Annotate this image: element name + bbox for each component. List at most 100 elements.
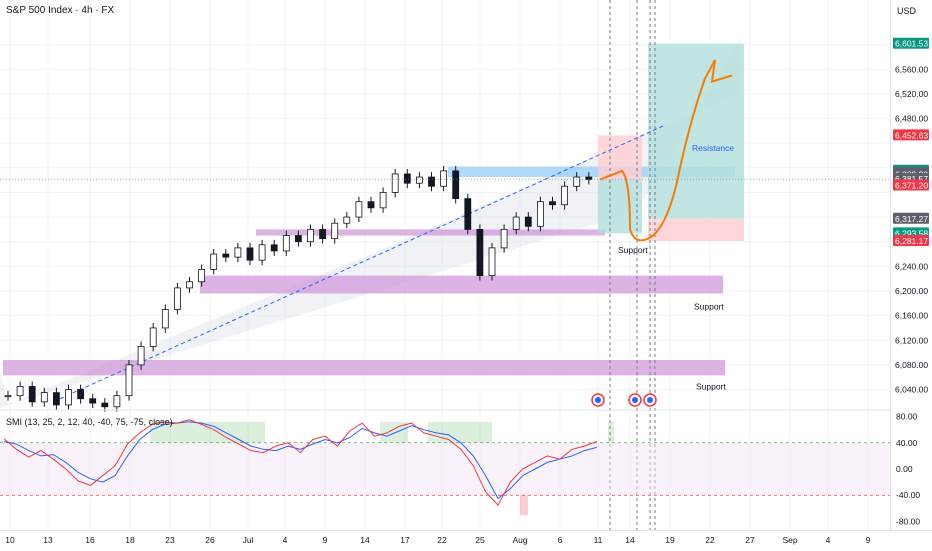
- candle-body: [16, 386, 24, 397]
- time-tick-label: 22: [705, 535, 715, 545]
- candle-body: [561, 185, 568, 206]
- candle-body: [391, 173, 399, 193]
- time-tick-label: 13: [43, 535, 53, 545]
- zone-support-1: [256, 229, 605, 236]
- time-tick-label: 4: [283, 535, 288, 545]
- price-tick-label: 6,240.00: [895, 261, 928, 271]
- candle-body: [585, 176, 593, 180]
- candle-body: [186, 281, 193, 289]
- candle-body: [222, 253, 230, 258]
- smi-line-2: [3, 419, 597, 506]
- trendline: [59, 124, 667, 400]
- candle-body: [77, 389, 84, 400]
- short-target-box: [598, 179, 642, 234]
- zone-support-3: [3, 359, 725, 376]
- price-tick-label: 6,080.00: [895, 360, 928, 370]
- long-stop-box: [648, 218, 744, 241]
- event-icon-flag-dot: [647, 397, 653, 403]
- candle-body: [379, 192, 387, 209]
- candle-body: [246, 247, 254, 261]
- candle-body: [173, 287, 181, 310]
- support-label-3: Support: [696, 382, 726, 392]
- support-label-1: Support: [618, 245, 648, 255]
- candle-body: [549, 201, 556, 206]
- zone-support-2: [200, 275, 723, 294]
- time-tick-label: Jul: [243, 535, 254, 545]
- price-tag-label: 6,371.20: [895, 181, 928, 191]
- candle-body: [464, 198, 472, 230]
- candle-body: [428, 176, 435, 187]
- candle-body: [403, 173, 411, 184]
- smi-overbought-block: [608, 422, 614, 443]
- smi-tick-label: 0.00: [896, 464, 913, 474]
- price-axis[interactable]: [890, 0, 932, 530]
- candle-body: [294, 235, 302, 243]
- time-tick-label: 4: [826, 535, 831, 545]
- smi-tick-label: 40.00: [896, 438, 918, 448]
- candle-body: [137, 346, 145, 366]
- candle-body: [331, 222, 339, 240]
- candle-body: [4, 395, 12, 398]
- price-tag: [893, 37, 929, 49]
- candle-body: [40, 392, 48, 403]
- candle-body: [282, 235, 290, 252]
- smi-line-1: [3, 421, 597, 500]
- smi-band: [0, 442, 890, 496]
- price-tick-label: 6,160.00: [895, 311, 928, 321]
- currency-label[interactable]: USD: [897, 6, 917, 16]
- long-target-box: [648, 43, 744, 219]
- candle-body: [113, 395, 121, 408]
- event-icon-flag-dot: [632, 397, 638, 403]
- price-tag: [893, 129, 929, 141]
- candle-body: [270, 244, 278, 252]
- candle-body: [89, 398, 97, 404]
- price-tag-label: 6,317.27: [895, 214, 928, 224]
- event-icon-earnings-dot: [595, 397, 601, 403]
- candle-body: [125, 364, 133, 397]
- projection-path: [599, 59, 733, 242]
- candle-body: [367, 201, 375, 209]
- indicator-title[interactable]: SMI (13, 25, 2, 12, 40, -40, 75, -75, cl…: [6, 417, 173, 427]
- candle-body: [307, 228, 314, 243]
- smi-tick-label: 80.00: [896, 412, 918, 422]
- time-tick-label: 17: [400, 535, 410, 545]
- candle-body: [161, 309, 169, 329]
- zone-resistance: [448, 166, 735, 178]
- price-tag: [893, 212, 929, 224]
- candle-body: [452, 170, 460, 200]
- candle-body: [28, 386, 36, 403]
- price-tag: [893, 179, 929, 191]
- candle-body: [440, 170, 448, 187]
- smi-tick-label: -40.00: [896, 490, 920, 500]
- time-tick-label: 18: [125, 535, 135, 545]
- candle-body: [53, 392, 60, 406]
- price-tag-label: 6,452.63: [895, 130, 928, 140]
- smi-overbought-block: [150, 422, 265, 443]
- candle-body: [210, 253, 218, 270]
- price-tag-label: 6,381.57: [895, 174, 928, 184]
- symbol-title[interactable]: S&P 500 Index · 4h · FX: [6, 5, 115, 16]
- candle-body: [149, 327, 157, 347]
- price-tag: [893, 234, 929, 246]
- candle-body: [488, 247, 496, 276]
- resistance-label: Resistance: [692, 143, 734, 153]
- candle-body: [319, 228, 327, 240]
- candle-body: [573, 176, 581, 187]
- time-tick-label: 9: [323, 535, 328, 545]
- candle-body: [258, 244, 266, 261]
- candle-body: [343, 216, 351, 224]
- price-tick-label: 6,520.00: [895, 89, 928, 99]
- price-tick-label: 6,200.00: [895, 286, 928, 296]
- price-tick-label: 6,480.00: [895, 114, 928, 124]
- candle-body: [537, 201, 544, 227]
- time-tick-label: 19: [665, 535, 675, 545]
- time-axis[interactable]: [0, 530, 932, 551]
- time-tick-label: 25: [475, 535, 485, 545]
- price-channel: [0, 38, 740, 408]
- candle-body: [476, 228, 484, 276]
- time-tick-label: 27: [745, 535, 755, 545]
- candle-body: [524, 216, 532, 227]
- time-tick-label: 22: [437, 535, 447, 545]
